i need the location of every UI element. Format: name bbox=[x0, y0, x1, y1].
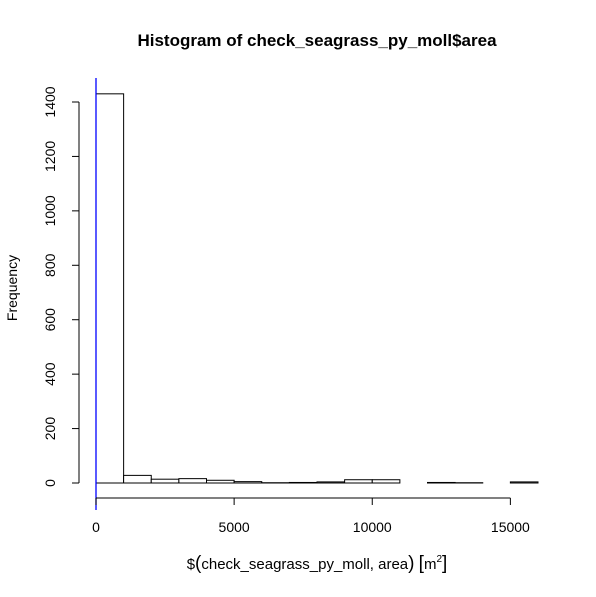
x-axis-label-unit-exponent: 2 bbox=[436, 554, 442, 565]
x-axis-label-unit-open: [ bbox=[419, 553, 425, 574]
y-tick-label: 1000 bbox=[42, 195, 58, 226]
y-tick-label: 600 bbox=[42, 308, 58, 332]
x-tick-label: 15000 bbox=[491, 519, 530, 535]
x-tick-label: 0 bbox=[92, 519, 100, 535]
histogram-bar bbox=[316, 481, 346, 484]
x-axis-label: $(check_seagrass_py_moll, area) [m2] bbox=[187, 553, 448, 574]
y-tick-label: 400 bbox=[42, 362, 58, 386]
x-tick-label: 5000 bbox=[219, 519, 250, 535]
y-tick-label: 200 bbox=[42, 417, 58, 441]
histogram-bar bbox=[206, 479, 235, 484]
y-axis-label: Frequency bbox=[4, 255, 20, 321]
histogram-bar bbox=[427, 481, 456, 484]
y-axis: 0 200 400 600 800 1000 1200 1400 bbox=[42, 86, 80, 487]
x-tick-label: 10000 bbox=[353, 519, 392, 535]
y-tick-label: 0 bbox=[42, 479, 58, 487]
bars-layer bbox=[95, 93, 539, 484]
y-tick-label: 1400 bbox=[42, 86, 58, 117]
histogram-bar bbox=[344, 479, 373, 484]
histogram-bar bbox=[123, 474, 152, 484]
x-axis-label-unit-close: ] bbox=[442, 553, 447, 574]
histogram-bar bbox=[150, 478, 180, 484]
x-axis: 0 5000 10000 15000 bbox=[92, 497, 530, 535]
x-axis-label-open-paren: ( bbox=[195, 553, 202, 574]
y-tick-label: 800 bbox=[42, 253, 58, 277]
histogram-bar bbox=[288, 481, 318, 484]
histogram-bar bbox=[95, 93, 125, 484]
x-axis-label-inner: check_seagrass_py_moll, area bbox=[201, 556, 408, 573]
histogram-bar bbox=[178, 478, 207, 484]
x-axis-label-close-paren: ) bbox=[408, 553, 414, 574]
histogram-bar bbox=[509, 481, 539, 484]
x-axis-label-prefix: $ bbox=[187, 556, 196, 573]
histogram-bar bbox=[371, 479, 401, 484]
histogram-bar bbox=[233, 481, 263, 484]
x-axis-label-unit: m bbox=[424, 556, 437, 573]
y-tick-label: 1200 bbox=[42, 141, 58, 172]
chart-title: Histogram of check_seagrass_py_moll$area bbox=[137, 31, 497, 50]
